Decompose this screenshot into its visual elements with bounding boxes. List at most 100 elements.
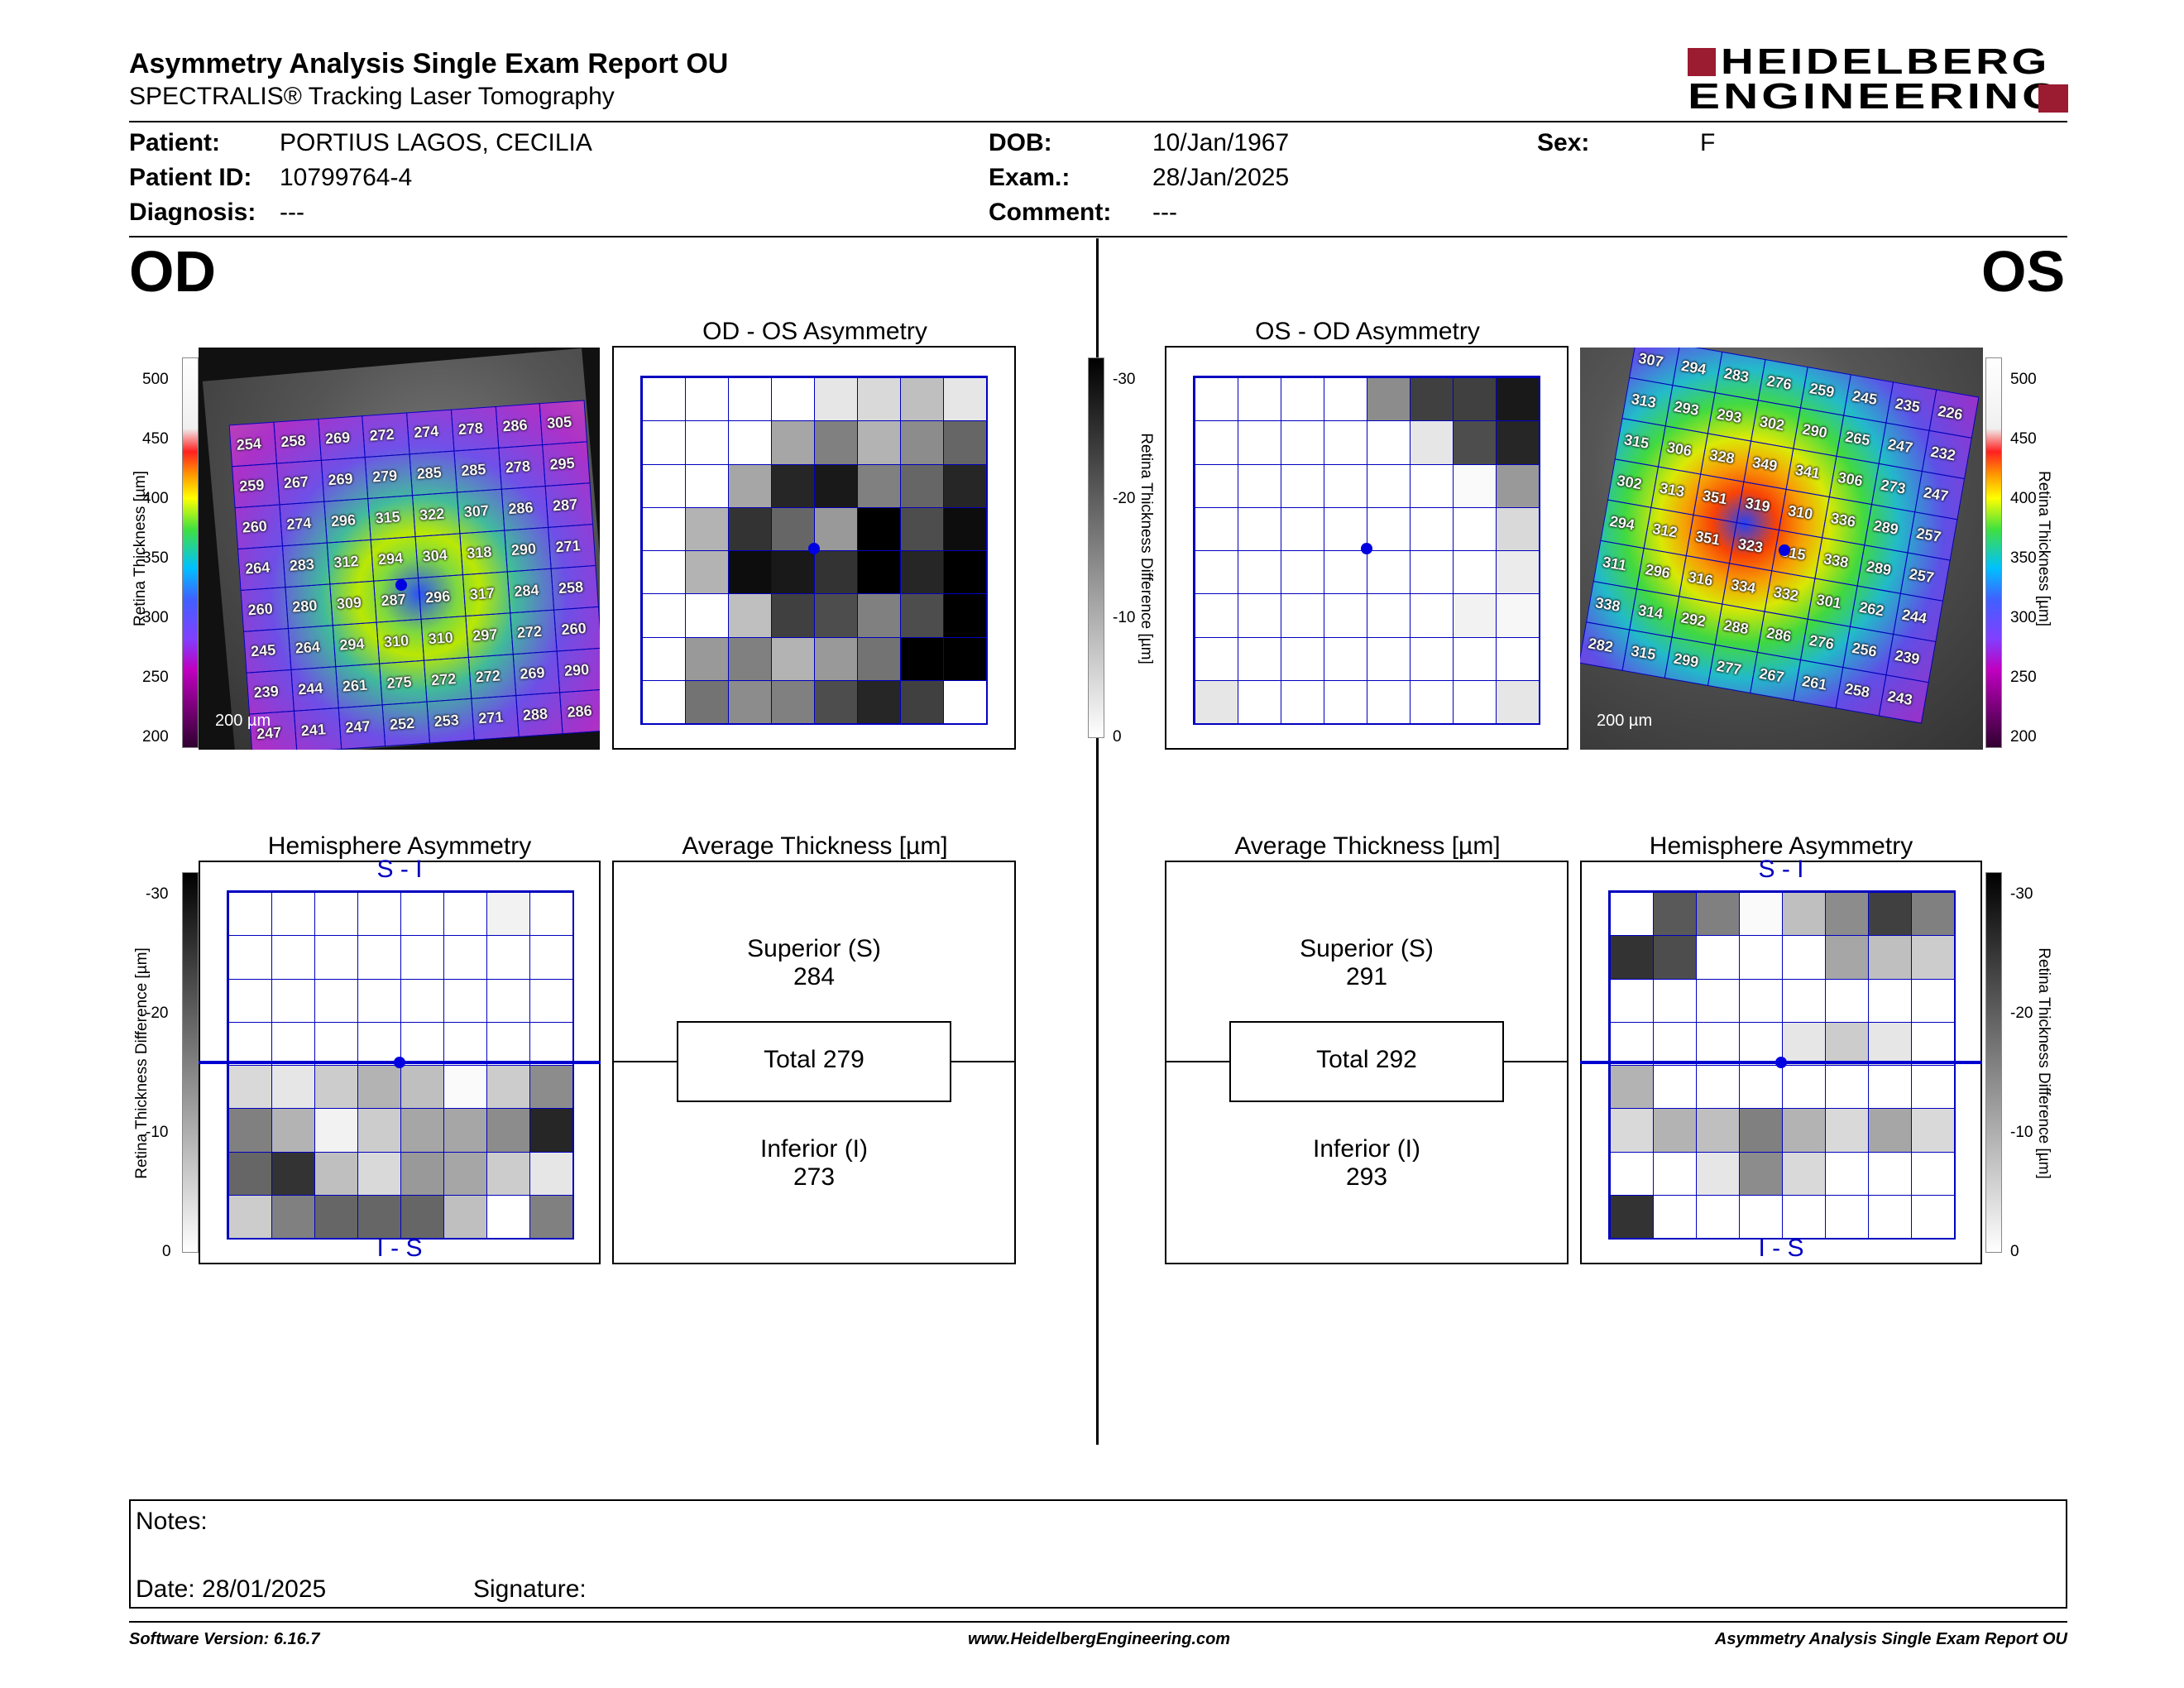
os-asymmetry-cell (1496, 550, 1540, 595)
footer-report-name: Asymmetry Analysis Single Exam Report OU (1714, 1630, 2067, 1648)
eye-divider (1096, 238, 1099, 1445)
od-hemi-scale-tick: -10 (146, 1124, 169, 1141)
od-thickness-value: 295 (548, 454, 576, 473)
os-hemisphere-cell (1825, 892, 1869, 937)
od-thickness-value: 280 (291, 597, 318, 616)
od-asymmetry-cell (943, 463, 987, 508)
od-asymmetry-cell (900, 679, 944, 724)
website-link[interactable]: www.HeidelbergEngineering.com (968, 1630, 1231, 1648)
od-asymmetry-cell (900, 420, 944, 465)
od-thickness-value: 315 (374, 508, 401, 527)
os-hemisphere-cell (1825, 1021, 1869, 1066)
od-asymmetry-cell (814, 420, 858, 465)
od-thickness-value: 309 (336, 593, 362, 612)
od-label: OD (129, 239, 216, 304)
os-asymmetry-cell (1367, 593, 1410, 638)
od-asymmetry-cell (728, 679, 772, 724)
os-hemi-bottom-label: I - S (1758, 1235, 1804, 1262)
os-asymmetry-cell (1453, 506, 1497, 551)
od-hemi-scale-tick: -20 (146, 1005, 169, 1022)
od-thickness-value: 286 (501, 416, 529, 435)
od-scale-tick: 300 (142, 609, 169, 626)
os-hemisphere-title: Hemisphere Asymmetry (1649, 832, 1913, 860)
os-asymmetry-cell (1195, 506, 1238, 551)
os-hemisphere-cell (1739, 1194, 1783, 1239)
od-hemisphere-cell (486, 1065, 530, 1110)
od-hemisphere-cell (271, 1108, 315, 1153)
od-superior-label: Superior (S) (747, 935, 881, 962)
center-scale-label: Retina Thickness Difference [µm] (1138, 433, 1155, 664)
os-asymmetry-cell (1453, 679, 1497, 724)
os-asymmetry-cell (1496, 420, 1540, 465)
os-asymmetry-cell (1281, 679, 1324, 724)
os-asymmetry-cell (1496, 636, 1540, 681)
os-asymmetry-cell (1453, 593, 1497, 638)
os-hemisphere-cell (1825, 1108, 1869, 1153)
od-asymmetry-cell (943, 679, 987, 724)
od-hemisphere-cell (271, 935, 315, 980)
od-asymmetry-cell (728, 463, 772, 508)
os-hemisphere-cell (1825, 1194, 1869, 1239)
notes-box[interactable]: Notes: Date: 28/01/2025 Signature: (129, 1499, 2067, 1609)
od-hemisphere-cell (228, 1065, 272, 1110)
od-asymmetry-cell (771, 377, 815, 422)
od-asymmetry-cell (771, 679, 815, 724)
os-asymmetry-cell (1195, 593, 1238, 638)
od-asymmetry-cell (642, 636, 686, 681)
os-hemisphere-cell (1868, 1108, 1912, 1153)
os-asymmetry-cell (1324, 550, 1367, 595)
od-asymmetry-cell (943, 420, 987, 465)
os-asymmetry-cell (1195, 550, 1238, 595)
os-hemisphere-cell (1782, 1194, 1826, 1239)
os-asymmetry-title: OS - OD Asymmetry (1255, 318, 1480, 345)
os-hemisphere-cell (1610, 1108, 1654, 1153)
os-asymmetry-cell (1238, 463, 1281, 508)
od-hemisphere-cell (271, 1065, 315, 1110)
od-hemi-scale-tick: 0 (162, 1243, 171, 1260)
od-asymmetry-cell (685, 679, 729, 724)
od-thickness-value: 258 (280, 432, 307, 451)
signature-label: Signature: (473, 1575, 587, 1603)
od-thickness-value: 271 (477, 708, 504, 727)
od-thickness-value: 254 (236, 434, 262, 453)
od-hemisphere-cell (400, 1065, 444, 1110)
od-hemisphere-cell (314, 935, 358, 980)
od-hemisphere-cell (400, 1108, 444, 1153)
od-asymmetry-cell (943, 377, 987, 422)
comment-value: --- (1152, 199, 1177, 226)
od-thickness-value: 290 (563, 660, 590, 679)
od-asymmetry-cell (814, 636, 858, 681)
od-hemisphere-cell (228, 1108, 272, 1153)
os-fundus-image: 307 294 283 276 259 245 235 226 313 293 293 302 290 2… (1580, 348, 1983, 750)
od-thickness-value: 283 (289, 555, 315, 574)
os-average-panel: Superior (S) 291 Total 292 Inferior (I) … (1165, 861, 1569, 1264)
od-thickness-value: 260 (560, 619, 587, 639)
od-thickness-value: 288 (522, 705, 548, 724)
od-hemisphere-cell (443, 892, 487, 937)
od-thickness-value: 245 (250, 641, 276, 660)
od-thickness-value: 259 (238, 476, 265, 495)
od-hemisphere-cell (357, 1151, 401, 1196)
od-hemisphere-cell (400, 978, 444, 1023)
od-hemisphere-cell (357, 935, 401, 980)
os-asymmetry-cell (1324, 463, 1367, 508)
os-asymmetry-cell (1496, 377, 1540, 422)
logo-line2: ENGINEERING (1688, 76, 2063, 117)
od-asymmetry-cell (943, 636, 987, 681)
os-hemisphere-cell (1653, 978, 1697, 1023)
od-hemisphere-cell (357, 1021, 401, 1066)
os-superior-value: 291 (1345, 963, 1388, 990)
os-label: OS (1981, 239, 2066, 304)
od-thickness-value: 244 (297, 679, 324, 698)
os-hemisphere-cell (1782, 1021, 1826, 1066)
od-asymmetry-cell (857, 506, 901, 551)
os-scale-tick: 250 (2010, 669, 2037, 686)
os-scale-tick: 300 (2010, 609, 2037, 626)
os-asymmetry-cell (1410, 550, 1454, 595)
os-hemi-scale-tick: -20 (2010, 1005, 2033, 1022)
od-asymmetry-cell (685, 377, 729, 422)
od-asymmetry-cell (728, 420, 772, 465)
os-asymmetry-cell (1238, 593, 1281, 638)
od-fovea-marker (395, 579, 407, 591)
od-hemisphere-cell (314, 1065, 358, 1110)
